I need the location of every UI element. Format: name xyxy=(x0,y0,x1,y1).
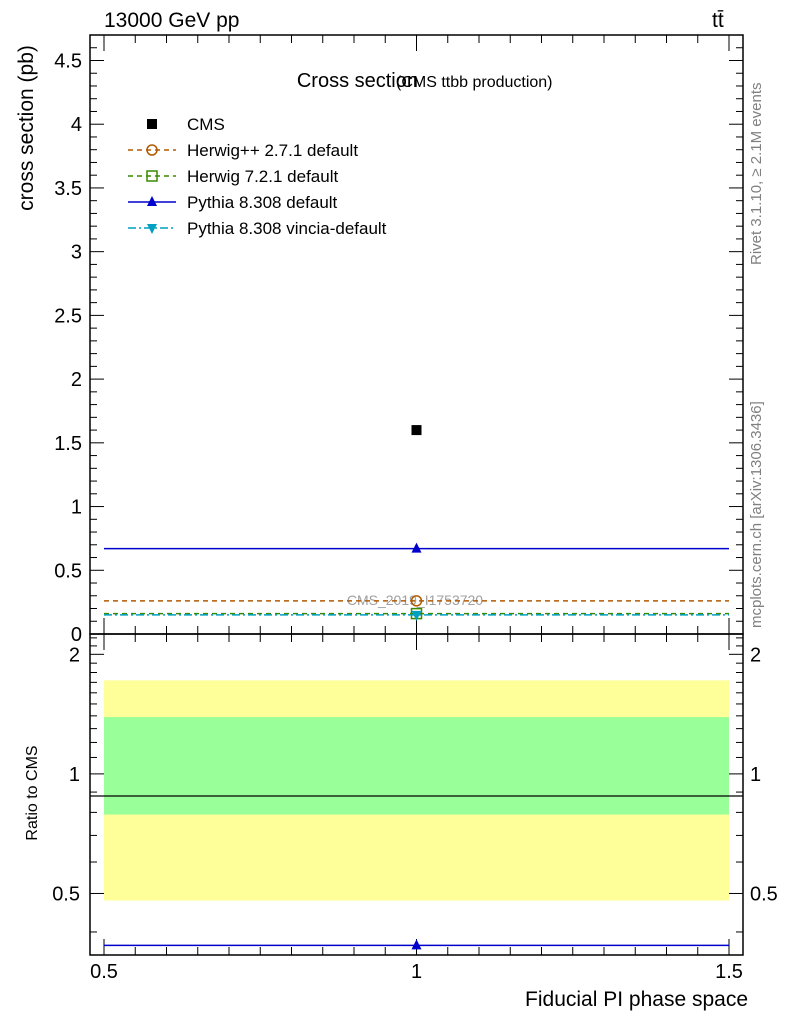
data-point xyxy=(411,425,422,436)
rivet-version-label: Rivet 3.1.10, ≥ 2.1M events xyxy=(748,83,765,266)
legend-entry-label: CMS xyxy=(187,115,225,134)
y-tick-label: 2 xyxy=(71,369,82,391)
ratio-y-tick-label: 0.5 xyxy=(52,883,80,905)
y-tick-label: 4.5 xyxy=(54,50,82,72)
mcplots-credit-label: mcplots.cern.ch [arXiv:1306.3436] xyxy=(748,401,765,628)
main-panel: Cross section (CMS ttbb production) cros… xyxy=(15,34,744,646)
ratio-y-tick-label-right: 0.5 xyxy=(750,883,778,905)
y-tick-label: 2.5 xyxy=(54,305,82,327)
y-tick-label: 3 xyxy=(71,242,82,264)
ratio-y-tick-label-right: 2 xyxy=(750,644,761,666)
ratio-plot-frame xyxy=(89,633,744,956)
ratio-y-tick-label: 1 xyxy=(69,764,80,786)
ratio-y-tick-label-right: 1 xyxy=(750,764,761,786)
analysis-watermark: CMS_2019_I1753720 xyxy=(347,592,483,608)
legend-marker xyxy=(146,170,158,182)
legend-marker xyxy=(146,144,158,156)
legend-marker xyxy=(147,119,157,129)
legend-marker xyxy=(147,196,157,206)
x-tick-label: 0.5 xyxy=(90,961,118,983)
main-subtitle: (CMS ttbb production) xyxy=(396,74,553,91)
y-tick-label: 0 xyxy=(71,624,82,646)
uncertainty-band xyxy=(104,717,729,815)
y-tick-label: 0.5 xyxy=(54,560,82,582)
legend-marker xyxy=(147,224,157,234)
header-energy-label: 13000 GeV pp xyxy=(104,9,239,32)
legend-entry-label: Herwig 7.2.1 default xyxy=(187,167,338,186)
data-point xyxy=(411,610,422,621)
data-point xyxy=(411,542,422,553)
ratio-data-point xyxy=(411,939,422,950)
y-tick-label: 1 xyxy=(71,497,82,519)
x-axis-title: Fiducial PI phase space xyxy=(525,988,748,1011)
y-tick-label: 4 xyxy=(71,114,82,136)
data-point xyxy=(410,595,423,607)
y-axis-title: cross section (pb) xyxy=(15,45,38,211)
ratio-y-tick-label: 2 xyxy=(69,644,80,666)
header-process-label: tt̄ xyxy=(712,9,724,32)
legend: CMS Herwig++ 2.7.1 default Herwig 7.2.1 de… xyxy=(128,115,387,238)
main-title: Cross section xyxy=(297,70,418,92)
x-tick-label: 1.5 xyxy=(715,961,743,983)
ratio-panel: 0.5 0.5 1 1 2 2 0.5 1 1.5 Ratio to CMS Fiducial … xyxy=(24,633,778,1011)
legend-entry-label: Pythia 8.308 vincia-default xyxy=(187,219,387,238)
x-tick-label: 1 xyxy=(411,961,422,983)
y-tick-label: 1.5 xyxy=(54,433,82,455)
legend-entry-label: Herwig++ 2.7.1 default xyxy=(187,141,358,160)
y-tick-label: 3.5 xyxy=(54,178,82,200)
legend-entry-label: Pythia 8.308 default xyxy=(187,193,338,212)
ratio-y-axis-title: Ratio to CMS xyxy=(24,745,41,840)
